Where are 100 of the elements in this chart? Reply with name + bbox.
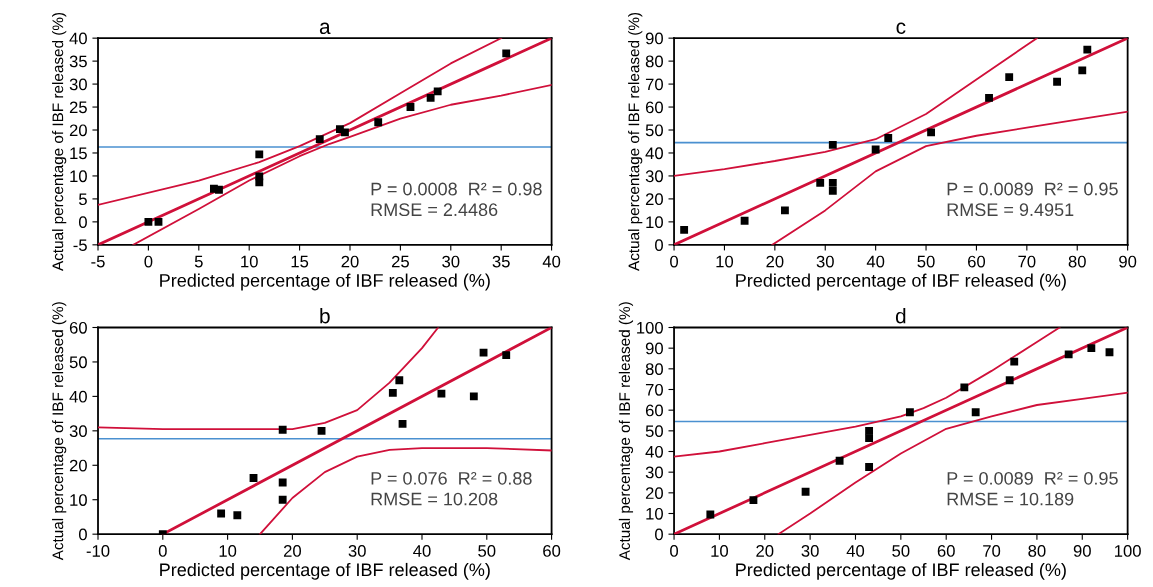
x-tick-label: 90 bbox=[1119, 255, 1137, 268]
point bbox=[1064, 350, 1073, 359]
x-tick-label: 70 bbox=[983, 545, 1001, 557]
y-tick-label: 0 bbox=[655, 528, 663, 541]
annotation: RMSE = 10.208 bbox=[371, 492, 498, 506]
x-tick-label: 20 bbox=[341, 255, 359, 268]
x-tick-label: 50 bbox=[917, 255, 935, 268]
line-series bbox=[98, 327, 440, 431]
chart-title: d bbox=[895, 308, 906, 324]
point bbox=[865, 426, 874, 435]
y-tick-label: 80 bbox=[645, 55, 663, 68]
point bbox=[927, 128, 936, 137]
x-tick-label: 0 bbox=[670, 545, 679, 557]
point bbox=[828, 141, 837, 149]
x-axis-title: Predicted percentage of IBF released (%) bbox=[736, 273, 1066, 291]
y-tick-label: 40 bbox=[69, 32, 87, 45]
y-tick-label: 10 bbox=[646, 507, 663, 520]
x-tick-label: 80 bbox=[1068, 255, 1086, 268]
x-tick-label: 20 bbox=[756, 545, 774, 557]
point bbox=[985, 93, 993, 102]
x-axis-title: Predicted percentage of IBF released (%) bbox=[160, 562, 490, 580]
x-tick-label: 70 bbox=[1018, 255, 1036, 268]
chart-title: a bbox=[319, 22, 331, 35]
y-tick-label: 50 bbox=[645, 124, 663, 137]
point bbox=[749, 496, 758, 504]
y-tick-label: 25 bbox=[69, 101, 87, 114]
point bbox=[426, 93, 435, 102]
y-tick-label: 10 bbox=[70, 170, 87, 183]
y-tick-label: 0 bbox=[78, 216, 87, 229]
x-tick-label: 100 bbox=[1115, 545, 1141, 557]
point bbox=[1078, 66, 1087, 75]
point bbox=[233, 511, 242, 520]
y-tick-label: 20 bbox=[69, 124, 87, 137]
x-tick-label: 30 bbox=[816, 255, 834, 268]
x-tick-label: 30 bbox=[348, 545, 366, 557]
point bbox=[865, 463, 874, 471]
x-tick-label: 10 bbox=[219, 545, 237, 557]
y-tick-label: 100 bbox=[637, 321, 663, 334]
point bbox=[816, 178, 825, 187]
y-tick-label: 0 bbox=[655, 239, 663, 252]
point bbox=[317, 426, 326, 435]
point bbox=[398, 420, 407, 428]
y-tick-label: 40 bbox=[645, 445, 663, 458]
y-tick-label: 30 bbox=[645, 466, 663, 479]
point bbox=[680, 225, 689, 234]
x-axis-title: Predicted percentage of IBF released (%) bbox=[736, 562, 1066, 580]
point bbox=[1087, 344, 1096, 353]
point bbox=[1105, 348, 1114, 357]
x-tick-label: 20 bbox=[766, 255, 784, 268]
line-series bbox=[674, 327, 1061, 458]
point bbox=[341, 128, 349, 137]
point bbox=[315, 135, 324, 144]
point bbox=[144, 217, 153, 226]
y-tick-label: 60 bbox=[69, 321, 87, 334]
point bbox=[960, 383, 969, 392]
point bbox=[502, 49, 511, 58]
y-tick-label: 70 bbox=[645, 78, 663, 91]
y-tick-label: 30 bbox=[69, 425, 87, 438]
y-tick-label: 80 bbox=[645, 363, 663, 376]
point bbox=[255, 178, 264, 187]
y-tick-label: 70 bbox=[645, 383, 663, 396]
y-tick-label: 35 bbox=[69, 55, 87, 68]
point bbox=[1010, 357, 1019, 366]
y-axis-title: Actual percentage of IBF released (%) bbox=[52, 12, 67, 271]
point bbox=[1083, 45, 1092, 54]
x-tick-label: 40 bbox=[866, 255, 885, 268]
point bbox=[395, 376, 404, 385]
point bbox=[388, 389, 397, 397]
y-tick-label: 10 bbox=[646, 216, 663, 229]
x-tick-label: 35 bbox=[492, 255, 510, 268]
x-tick-label: 90 bbox=[1073, 545, 1091, 557]
y-tick-label: 50 bbox=[69, 356, 87, 369]
x-tick-label: 0 bbox=[158, 545, 167, 557]
chart-title: c bbox=[896, 22, 906, 35]
point bbox=[437, 389, 446, 398]
y-tick-label: 10 bbox=[70, 494, 87, 506]
point bbox=[278, 495, 287, 504]
point bbox=[255, 150, 264, 159]
point bbox=[479, 348, 488, 357]
x-tick-label: 5 bbox=[194, 255, 203, 268]
y-axis-title: Actual percentage of IBF released (%) bbox=[52, 302, 67, 561]
x-tick-label: 20 bbox=[283, 545, 302, 557]
point bbox=[215, 185, 223, 194]
x-tick-label: -5 bbox=[91, 255, 105, 268]
point bbox=[433, 87, 442, 96]
x-tick-label: 60 bbox=[937, 545, 955, 557]
y-tick-label: 15 bbox=[70, 147, 87, 160]
point bbox=[871, 145, 880, 154]
annotation: P = 0.0008 R² = 0.98 bbox=[371, 182, 542, 196]
point bbox=[828, 186, 837, 195]
y-axis-title: Actual percentage of IBF released (%) bbox=[628, 12, 643, 271]
y-tick-label: 20 bbox=[645, 487, 663, 500]
chart-title: b bbox=[320, 308, 330, 324]
point bbox=[406, 103, 415, 111]
point bbox=[1005, 376, 1014, 385]
line-series bbox=[674, 38, 1038, 177]
x-tick-label: 80 bbox=[1028, 545, 1046, 557]
point bbox=[835, 456, 844, 465]
y-tick-label: 20 bbox=[645, 193, 663, 206]
x-tick-label: 40 bbox=[413, 545, 431, 557]
